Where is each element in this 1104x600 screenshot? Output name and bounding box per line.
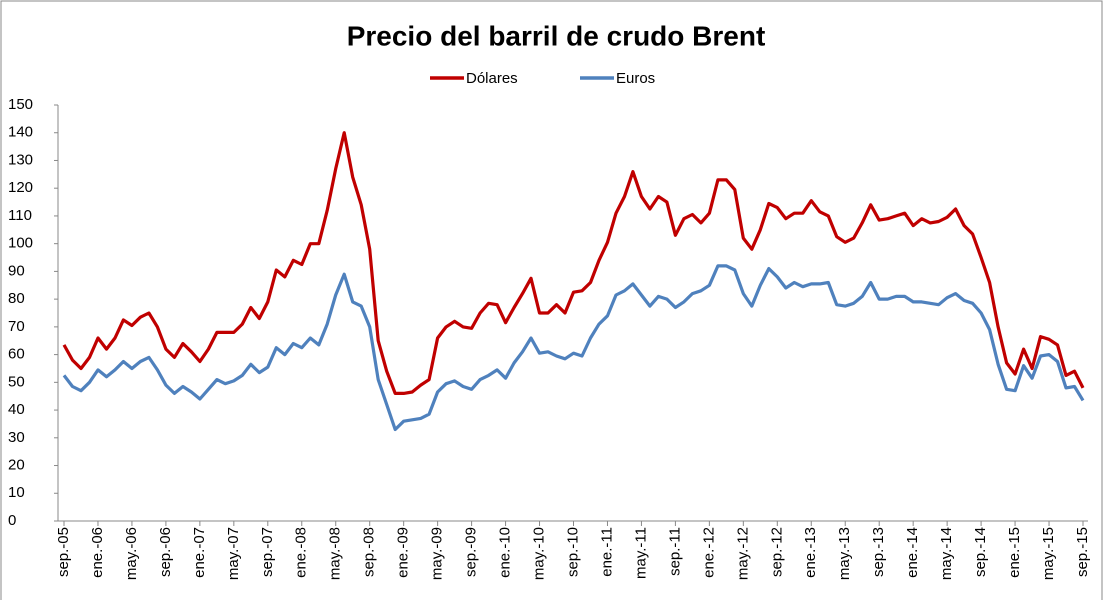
x-tick-label: sep.-14	[972, 527, 989, 577]
x-tick-label: sep.-10	[564, 527, 581, 577]
y-tick-label: 50	[8, 373, 25, 390]
y-tick-label: 10	[8, 484, 25, 501]
x-tick-label: sep.-11	[666, 527, 683, 576]
y-tick-label: 30	[8, 429, 25, 446]
x-tick-label: sep.-13	[870, 527, 887, 577]
x-tick-label: sep.-15	[1074, 527, 1091, 577]
x-tick-label: may.-14	[938, 527, 955, 580]
line-series	[62, 264, 1085, 432]
line-series	[62, 131, 1085, 395]
y-tick-label: 130	[8, 151, 33, 168]
y-tick-label: 0	[8, 512, 16, 529]
legend-label: Euros	[616, 70, 655, 87]
x-tick-label: ene.-10	[497, 527, 514, 578]
x-tick-label: sep.-05	[55, 527, 72, 577]
y-tick-label: 60	[8, 346, 25, 363]
x-tick-label: may.-06	[123, 527, 140, 580]
x-tick-label: ene.-07	[191, 527, 208, 578]
x-tick-label: ene.-14	[904, 527, 921, 578]
x-tick-label: sep.-07	[259, 527, 276, 577]
x-tick-label: ene.-08	[293, 527, 310, 578]
x-tick-label: sep.-06	[157, 527, 174, 577]
x-tick-label: ene.-11	[598, 527, 615, 577]
y-tick-label: 150	[8, 96, 33, 113]
x-tick-label: may.-09	[429, 527, 446, 580]
y-tick-label: 20	[8, 457, 25, 474]
x-tick-label: may.-10	[531, 527, 548, 580]
x-tick-label: may.-15	[1040, 527, 1057, 580]
x-tick-label: ene.-15	[1006, 527, 1023, 578]
y-tick-label: 80	[8, 290, 25, 307]
x-tick-label: ene.-09	[395, 527, 412, 578]
y-tick-label: 110	[8, 207, 32, 224]
chart-title: Precio del barril de crudo Brent	[347, 20, 766, 51]
x-tick-label: sep.-08	[361, 527, 378, 577]
x-tick-label: may.-11	[632, 527, 649, 579]
x-tick-label: may.-07	[225, 527, 242, 580]
x-tick-label: sep.-09	[463, 527, 480, 577]
y-tick-label: 90	[8, 262, 25, 279]
y-tick-label: 40	[8, 401, 25, 418]
legend-label: Dólares	[466, 70, 518, 87]
y-tick-label: 120	[8, 179, 33, 196]
x-tick-label: may.-08	[327, 527, 344, 580]
x-tick-label: may.-12	[734, 527, 751, 580]
x-tick-label: ene.-06	[89, 527, 106, 578]
y-tick-label: 140	[8, 124, 33, 141]
x-tick-label: sep.-12	[768, 527, 785, 577]
x-tick-label: ene.-13	[802, 527, 819, 578]
x-tick-label: ene.-12	[700, 527, 717, 578]
y-tick-label: 100	[8, 235, 33, 252]
y-tick-label: 70	[8, 318, 25, 335]
x-tick-label: may.-13	[836, 527, 853, 580]
